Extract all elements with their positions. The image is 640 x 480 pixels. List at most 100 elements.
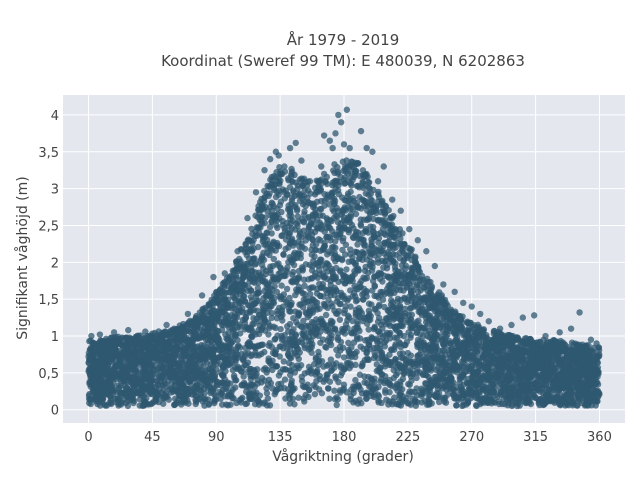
- data-point: [283, 219, 291, 227]
- data-point: [590, 349, 597, 357]
- data-point: [282, 267, 290, 274]
- data-point: [272, 388, 279, 396]
- data-point: [229, 293, 237, 300]
- data-point: [271, 186, 278, 194]
- data-point: [348, 221, 356, 229]
- data-point: [439, 354, 446, 362]
- data-point: [304, 368, 312, 376]
- data-point: [265, 376, 273, 383]
- data-point: [264, 309, 271, 316]
- data-point: [171, 401, 179, 408]
- data-point: [248, 225, 255, 232]
- data-point: [302, 237, 310, 244]
- data-point: [365, 184, 372, 191]
- data-point: [345, 215, 352, 222]
- data-point: [312, 246, 320, 254]
- data-point: [343, 266, 350, 273]
- data-point: [270, 323, 277, 330]
- data-point: [264, 229, 271, 236]
- data-point: [313, 306, 321, 313]
- data-point: [275, 242, 283, 250]
- data-point: [255, 279, 262, 287]
- data-point: [132, 364, 140, 372]
- data-point: [415, 293, 422, 301]
- data-point: [336, 316, 344, 323]
- data-point: [316, 205, 324, 213]
- data-point: [203, 327, 211, 334]
- data-point: [269, 273, 277, 281]
- data-point: [391, 334, 398, 341]
- data-point: [290, 314, 297, 322]
- data-point: [426, 377, 434, 384]
- data-point: [361, 379, 368, 386]
- data-point: [277, 343, 284, 350]
- data-point: [263, 369, 270, 376]
- data-point: [353, 348, 360, 356]
- data-point: [236, 330, 244, 337]
- data-point: [434, 382, 441, 389]
- data-point: [233, 258, 240, 265]
- data-point: [356, 255, 363, 263]
- data-point: [355, 312, 362, 320]
- data-point: [409, 278, 417, 286]
- data-point: [277, 369, 284, 376]
- data-point: [390, 212, 397, 220]
- data-point: [359, 317, 367, 325]
- data-point: [463, 401, 470, 408]
- data-point: [386, 306, 394, 313]
- data-point: [168, 385, 175, 392]
- data-point: [465, 339, 472, 347]
- data-point: [374, 309, 381, 317]
- data-point: [224, 393, 232, 400]
- data-point: [568, 339, 576, 346]
- data-point: [326, 201, 333, 208]
- data-point: [290, 326, 297, 333]
- data-point: [371, 283, 379, 290]
- data-point: [319, 336, 327, 343]
- data-point: [308, 284, 315, 291]
- data-point: [414, 336, 422, 343]
- data-point: [308, 349, 315, 356]
- data-point: [381, 339, 388, 346]
- data-point: [189, 337, 197, 345]
- data-point: [282, 236, 290, 243]
- data-point: [178, 343, 185, 350]
- data-point: [321, 301, 329, 308]
- data-point: [283, 340, 290, 348]
- data-point: [277, 325, 284, 333]
- data-point: [240, 373, 247, 380]
- data-point: [281, 228, 289, 235]
- data-point: [342, 241, 350, 249]
- data-point: [339, 246, 346, 254]
- data-point: [121, 362, 129, 369]
- data-point: [276, 353, 283, 360]
- data-point: [407, 352, 415, 359]
- data-point: [399, 386, 406, 393]
- data-point: [276, 293, 284, 300]
- data-point: [473, 349, 481, 357]
- data-point: [253, 260, 260, 267]
- data-point: [318, 284, 325, 291]
- data-point: [116, 335, 123, 343]
- data-point: [311, 272, 319, 280]
- data-point: [165, 396, 172, 403]
- data-point: [316, 219, 323, 226]
- data-point: [503, 364, 511, 371]
- data-point: [118, 341, 125, 348]
- data-point: [359, 362, 366, 369]
- data-point: [306, 290, 314, 298]
- data-point: [323, 344, 330, 351]
- data-point: [184, 397, 191, 404]
- data-point: [365, 326, 372, 333]
- data-point: [333, 401, 340, 409]
- data-point: [295, 283, 302, 291]
- data-point: [283, 285, 291, 293]
- data-point: [396, 350, 404, 357]
- data-point: [268, 309, 276, 317]
- data-point: [124, 371, 131, 379]
- data-point: [407, 334, 414, 341]
- data-point: [490, 354, 497, 361]
- data-point: [363, 289, 370, 296]
- data-point: [328, 265, 335, 272]
- data-point: [352, 210, 360, 218]
